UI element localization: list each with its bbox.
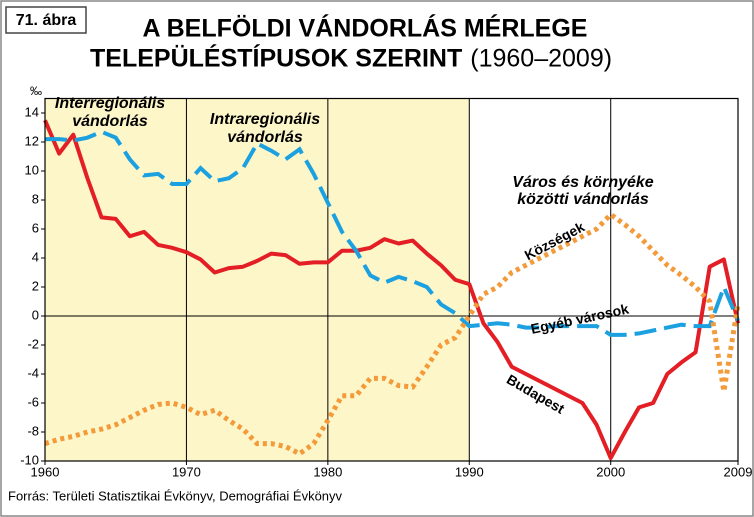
annotation: Interregionális bbox=[55, 95, 165, 112]
x-tick-label: 2009 bbox=[724, 464, 753, 479]
title: A BELFÖLDI VÁNDORLÁS MÉRLEGE bbox=[143, 14, 588, 43]
figure-label-box bbox=[5, 6, 87, 34]
y-tick-label: -4 bbox=[27, 365, 39, 380]
y-tick-label: 6 bbox=[32, 220, 39, 235]
x-tick-label: 1970 bbox=[172, 464, 201, 479]
series-line bbox=[45, 129, 740, 337]
title: TELEPÜLÉSTÍPUSOK SZERINT bbox=[90, 44, 462, 73]
y-tick-label: -10 bbox=[20, 452, 39, 467]
y-tick-label: 0 bbox=[32, 307, 39, 322]
title-years: (1960–2009) bbox=[470, 45, 612, 73]
figure-label: 71. ábra bbox=[16, 12, 77, 29]
plot-background-shaded bbox=[45, 98, 470, 461]
annotation: vándorlás bbox=[227, 129, 303, 146]
annotation: közötti vándorlás bbox=[517, 191, 649, 208]
x-tick-label: 1980 bbox=[313, 464, 342, 479]
y-tick-label: 8 bbox=[32, 191, 39, 206]
y-tick-label: 4 bbox=[32, 249, 39, 264]
series-line bbox=[44, 211, 741, 457]
y-tick-label: -6 bbox=[27, 394, 39, 409]
y-tick-label: 10 bbox=[25, 162, 39, 177]
y-tick-label: 2 bbox=[32, 278, 39, 293]
x-tick-label: 1990 bbox=[455, 464, 484, 479]
annotation: vándorlás bbox=[72, 113, 148, 130]
y-tick-label: 14 bbox=[25, 104, 39, 119]
source: Forrás: Területi Statisztikai Évkönyv, D… bbox=[8, 488, 343, 503]
annotation: Intraregionális bbox=[210, 111, 320, 128]
y-tick-label: 12 bbox=[25, 133, 39, 148]
annotation: Város és környéke bbox=[512, 174, 654, 191]
x-tick-label: 1960 bbox=[31, 464, 60, 479]
y-tick-label: -2 bbox=[27, 336, 39, 351]
y-tick-label: -8 bbox=[27, 423, 39, 438]
x-tick-label: 2000 bbox=[596, 464, 625, 479]
series-line bbox=[43, 119, 740, 461]
y-unit: ‰ bbox=[30, 84, 42, 98]
plot-frame bbox=[44, 97, 739, 462]
